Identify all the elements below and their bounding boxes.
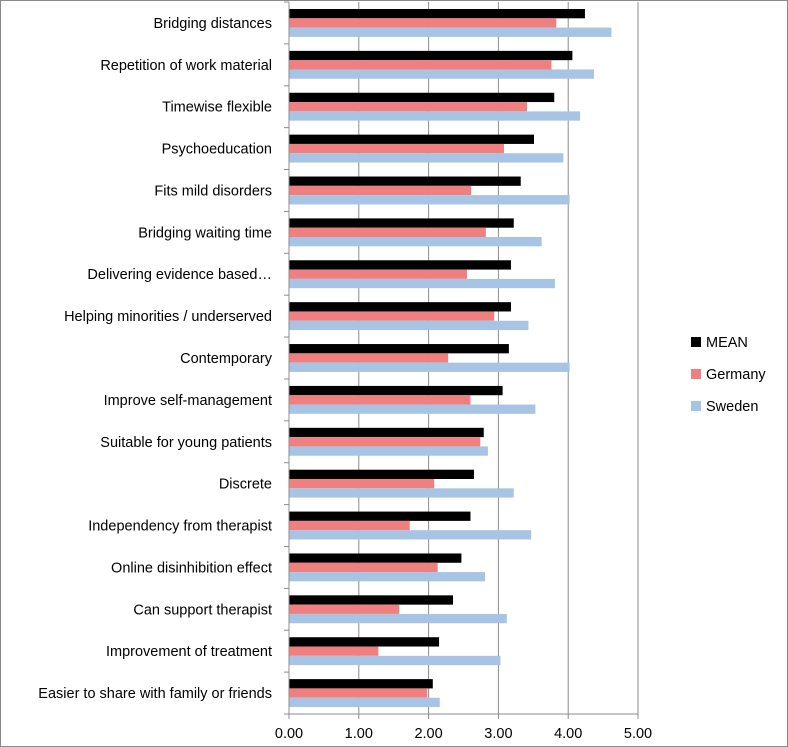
bar-mean (289, 50, 573, 61)
axes (284, 1, 639, 719)
bar-sweden (289, 320, 529, 331)
x-tick-label: 1.00 (345, 726, 373, 742)
bar-mean (289, 595, 454, 605)
category-label: Independency from therapist (88, 519, 272, 535)
bar-mean (289, 344, 509, 354)
bar-sweden (289, 655, 501, 666)
legend: MEAN Germany Sweden (691, 335, 766, 415)
legend-swatch-sweden (691, 401, 701, 411)
category-label: Bridging distances (154, 16, 273, 32)
x-tick-label: 3.00 (484, 726, 512, 742)
category-label: Easier to share with family or friends (38, 686, 272, 702)
bar-germany (289, 646, 379, 656)
category-label: Discrete (219, 477, 272, 493)
bar-mean (289, 8, 585, 19)
bar-mean (289, 385, 503, 396)
bar-mean (289, 302, 511, 312)
x-tick-labels: 0.00 1.00 2.00 3.00 4.00 5.00 (275, 726, 652, 742)
bar-germany (289, 395, 471, 405)
bar-sweden (289, 613, 507, 624)
category-label: Delivering evidence based… (87, 267, 272, 283)
bar-germany (289, 311, 495, 321)
category-label: Helping minorities / underserved (64, 309, 272, 325)
category-labels: Bridging distances Repetition of work mat… (38, 16, 272, 702)
bar-mean (289, 92, 555, 103)
bar-sweden (289, 153, 564, 163)
bar-germany (289, 185, 472, 196)
bars (289, 8, 612, 708)
bar-sweden (289, 27, 612, 37)
bar-sweden (289, 530, 532, 540)
category-label: Suitable for young patients (100, 435, 272, 451)
bar-sweden (289, 446, 488, 456)
bar-sweden (289, 697, 440, 708)
bar-germany (289, 437, 481, 447)
bar-germany (289, 688, 428, 698)
legend-label-mean: MEAN (706, 335, 748, 351)
bar-germany (289, 227, 486, 238)
x-tick-label: 4.00 (554, 726, 582, 742)
category-label: Contemporary (180, 351, 273, 367)
category-label: Can support therapist (133, 602, 272, 618)
bar-sweden (289, 572, 486, 582)
category-label: Online disinhibition effect (111, 560, 272, 576)
bar-mean (289, 469, 474, 479)
bar-germany (289, 604, 400, 614)
category-label: Improvement of treatment (106, 644, 272, 660)
bar-sweden (289, 237, 542, 247)
x-tick-label: 0.00 (275, 726, 303, 742)
category-label: Repetition of work material (100, 58, 272, 74)
legend-swatch-germany (691, 369, 701, 379)
bar-germany (289, 143, 504, 154)
x-tick-label: 5.00 (624, 726, 652, 742)
bar-mean (289, 134, 534, 144)
category-label: Psychoeducation (162, 142, 272, 158)
category-label: Timewise flexible (162, 100, 272, 116)
category-label: Bridging waiting time (138, 225, 272, 241)
bar-germany (289, 353, 449, 363)
bar-mean (289, 637, 440, 647)
bar-mean (289, 511, 471, 521)
bar-sweden (289, 69, 595, 79)
x-tick-label: 2.00 (414, 726, 442, 742)
bar-germany (289, 60, 552, 70)
bar-germany (289, 562, 438, 573)
bar-germany (289, 18, 557, 28)
bar-sweden (289, 404, 536, 414)
bar-mean (289, 427, 484, 438)
bar-sweden (289, 111, 581, 121)
bar-mean (289, 679, 433, 689)
bar-sweden (289, 195, 570, 205)
bar-germany (289, 269, 467, 279)
category-label: Improve self-management (104, 393, 272, 409)
bar-sweden (289, 362, 570, 372)
bar-mean (289, 218, 514, 228)
legend-label-germany: Germany (706, 367, 766, 383)
legend-label-sweden: Sweden (706, 399, 758, 415)
bar-mean (289, 260, 511, 270)
bar-mean (289, 176, 521, 186)
bar-sweden (289, 278, 555, 289)
bar-sweden (289, 488, 514, 498)
legend-swatch-mean (691, 337, 701, 347)
bar-germany (289, 478, 435, 489)
bar-germany (289, 520, 410, 531)
bar-germany (289, 102, 528, 112)
category-label: Fits mild disorders (154, 183, 272, 199)
bar-mean (289, 553, 462, 563)
